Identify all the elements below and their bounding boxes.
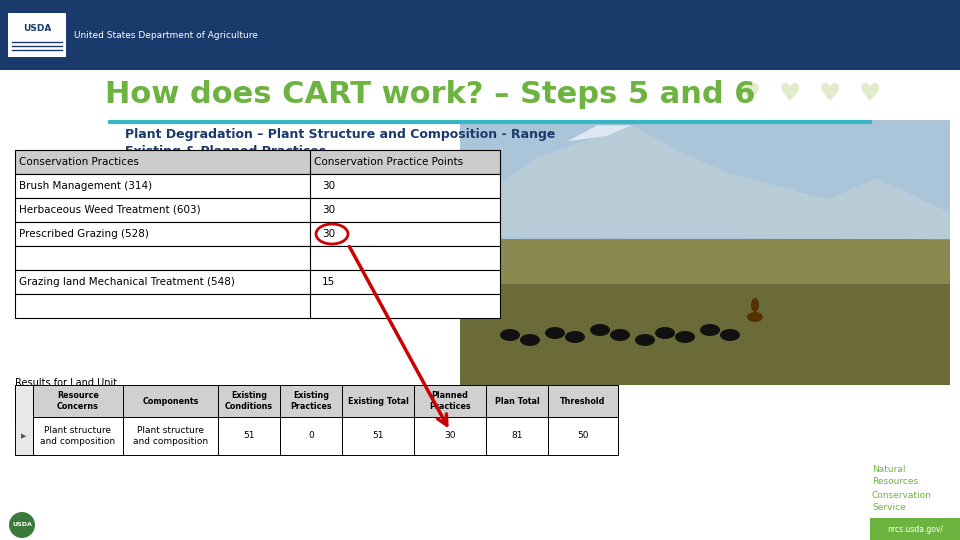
Text: 30: 30 xyxy=(322,205,335,215)
Bar xyxy=(870,518,960,540)
Text: 0: 0 xyxy=(308,431,314,441)
Text: Plant structure
and composition: Plant structure and composition xyxy=(132,426,208,445)
Ellipse shape xyxy=(675,331,695,343)
Text: Plant structure
and composition: Plant structure and composition xyxy=(40,426,115,445)
Text: Plan Total: Plan Total xyxy=(494,396,540,406)
Text: Natural: Natural xyxy=(872,464,905,474)
Bar xyxy=(33,385,123,417)
Bar xyxy=(15,222,500,246)
Text: 50: 50 xyxy=(577,431,588,441)
Bar xyxy=(15,385,618,417)
Bar xyxy=(548,385,618,417)
Text: Resources: Resources xyxy=(872,477,918,487)
Text: 51: 51 xyxy=(372,431,384,441)
Text: 15: 15 xyxy=(322,277,335,287)
Text: ♥: ♥ xyxy=(859,82,881,106)
Text: Conservation Practice Points: Conservation Practice Points xyxy=(314,157,463,167)
Bar xyxy=(460,274,950,385)
Text: 30: 30 xyxy=(322,181,335,191)
Text: ♥: ♥ xyxy=(739,82,761,106)
Polygon shape xyxy=(567,125,632,141)
Text: Threshold: Threshold xyxy=(561,396,606,406)
Text: United States Department of Agriculture: United States Department of Agriculture xyxy=(74,30,258,39)
Text: ♥: ♥ xyxy=(779,82,802,106)
Bar xyxy=(15,270,500,294)
Ellipse shape xyxy=(520,334,540,346)
Text: Grazing land Mechanical Treatment (548): Grazing land Mechanical Treatment (548) xyxy=(19,277,235,287)
Circle shape xyxy=(9,512,35,538)
Text: Conservation Practices: Conservation Practices xyxy=(19,157,139,167)
Ellipse shape xyxy=(700,324,720,336)
Text: Existing
Practices: Existing Practices xyxy=(290,392,332,411)
Text: Conservation: Conservation xyxy=(872,490,932,500)
Text: ♥: ♥ xyxy=(819,82,841,106)
Ellipse shape xyxy=(500,329,520,341)
Bar xyxy=(218,385,280,417)
Text: Components: Components xyxy=(142,396,199,406)
Bar xyxy=(548,417,618,455)
Text: nrcs.usda.gov/: nrcs.usda.gov/ xyxy=(887,524,943,534)
Text: 81: 81 xyxy=(512,431,523,441)
Bar xyxy=(414,385,486,417)
Bar xyxy=(280,417,342,455)
Text: Plant Degradation – Plant Structure and Composition - Range: Plant Degradation – Plant Structure and … xyxy=(125,128,556,141)
Text: Resource
Concerns: Resource Concerns xyxy=(57,392,99,411)
Text: USDA: USDA xyxy=(23,24,51,33)
Text: Service: Service xyxy=(872,503,905,512)
Bar xyxy=(15,174,500,198)
Bar xyxy=(123,385,218,417)
Text: 51: 51 xyxy=(243,431,254,441)
Bar xyxy=(342,417,414,455)
Ellipse shape xyxy=(635,334,655,346)
Text: Existing & Planned Practices: Existing & Planned Practices xyxy=(125,145,326,158)
Bar xyxy=(280,385,342,417)
Ellipse shape xyxy=(590,324,610,336)
Polygon shape xyxy=(460,125,950,239)
Text: ▶: ▶ xyxy=(21,433,27,439)
Text: USDA: USDA xyxy=(12,523,32,528)
Bar xyxy=(342,385,414,417)
Ellipse shape xyxy=(545,327,565,339)
Bar xyxy=(460,237,950,284)
Bar xyxy=(0,0,960,70)
Bar xyxy=(486,385,548,417)
Text: How does CART work? – Steps 5 and 6: How does CART work? – Steps 5 and 6 xyxy=(105,80,756,109)
Bar xyxy=(15,385,33,455)
Ellipse shape xyxy=(565,331,585,343)
Ellipse shape xyxy=(751,298,759,312)
Bar xyxy=(8,13,66,57)
Bar xyxy=(218,417,280,455)
Text: 30: 30 xyxy=(444,431,456,441)
Text: Herbaceous Weed Treatment (603): Herbaceous Weed Treatment (603) xyxy=(19,205,201,215)
Bar xyxy=(15,246,500,270)
Text: Existing
Conditions: Existing Conditions xyxy=(225,392,273,411)
Text: Planned
Practices: Planned Practices xyxy=(429,392,470,411)
Text: 30: 30 xyxy=(322,229,335,239)
Text: Existing Total: Existing Total xyxy=(348,396,408,406)
Bar xyxy=(460,120,950,239)
Bar xyxy=(15,198,500,222)
Bar xyxy=(33,417,123,455)
Ellipse shape xyxy=(720,329,740,341)
Text: Prescribed Grazing (528): Prescribed Grazing (528) xyxy=(19,229,149,239)
Bar xyxy=(15,150,500,174)
Bar xyxy=(414,417,486,455)
Ellipse shape xyxy=(655,327,675,339)
Ellipse shape xyxy=(610,329,630,341)
Text: Results for Land Unit: Results for Land Unit xyxy=(15,378,117,388)
Bar xyxy=(15,294,500,318)
Bar xyxy=(486,417,548,455)
Ellipse shape xyxy=(747,312,763,322)
Text: Brush Management (314): Brush Management (314) xyxy=(19,181,152,191)
Bar xyxy=(123,417,218,455)
